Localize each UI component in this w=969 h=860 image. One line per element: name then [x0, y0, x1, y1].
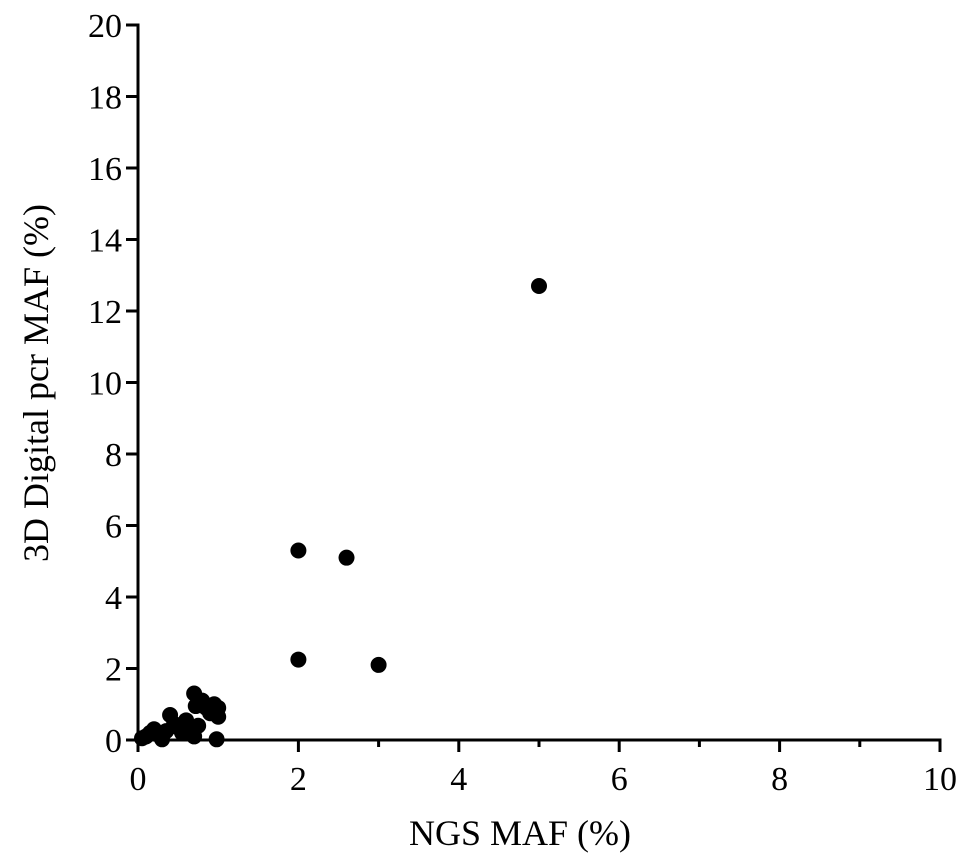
- y-tick-label: 6: [105, 509, 122, 546]
- data-point: [190, 717, 207, 734]
- y-tick-label: 12: [88, 294, 122, 331]
- data-point: [370, 656, 387, 673]
- x-axis: 0 2 4 6 8 10: [130, 738, 957, 798]
- data-point: [210, 699, 227, 716]
- data-point: [290, 542, 307, 559]
- x-tick-label: 8: [771, 761, 788, 798]
- x-tick-label: 6: [611, 761, 628, 798]
- y-axis-title: 3D Digital pcr MAF (%): [16, 204, 56, 562]
- y-tick-label: 16: [88, 151, 122, 188]
- data-point: [338, 549, 355, 566]
- x-tick-label: 0: [130, 761, 147, 798]
- x-tick-label: 10: [923, 761, 957, 798]
- x-tick-label: 2: [290, 761, 307, 798]
- x-tick-label: 4: [450, 761, 467, 798]
- data-point: [531, 277, 547, 294]
- y-tick-label: 14: [88, 223, 122, 260]
- y-tick-label: 2: [105, 652, 122, 689]
- y-tick-label: 18: [88, 80, 122, 117]
- y-tick-label: 20: [88, 8, 122, 45]
- data-point: [208, 731, 225, 748]
- data-points: [134, 277, 547, 748]
- y-tick-label: 4: [105, 580, 122, 617]
- y-axis: 0 2 4 6 8 10 12 14 16 18 20: [88, 8, 140, 760]
- data-point: [290, 651, 307, 668]
- y-tick-label: 10: [88, 366, 122, 403]
- y-tick-label: 0: [105, 723, 122, 760]
- x-axis-title: NGS MAF (%): [409, 813, 631, 853]
- y-tick-label: 8: [105, 437, 122, 474]
